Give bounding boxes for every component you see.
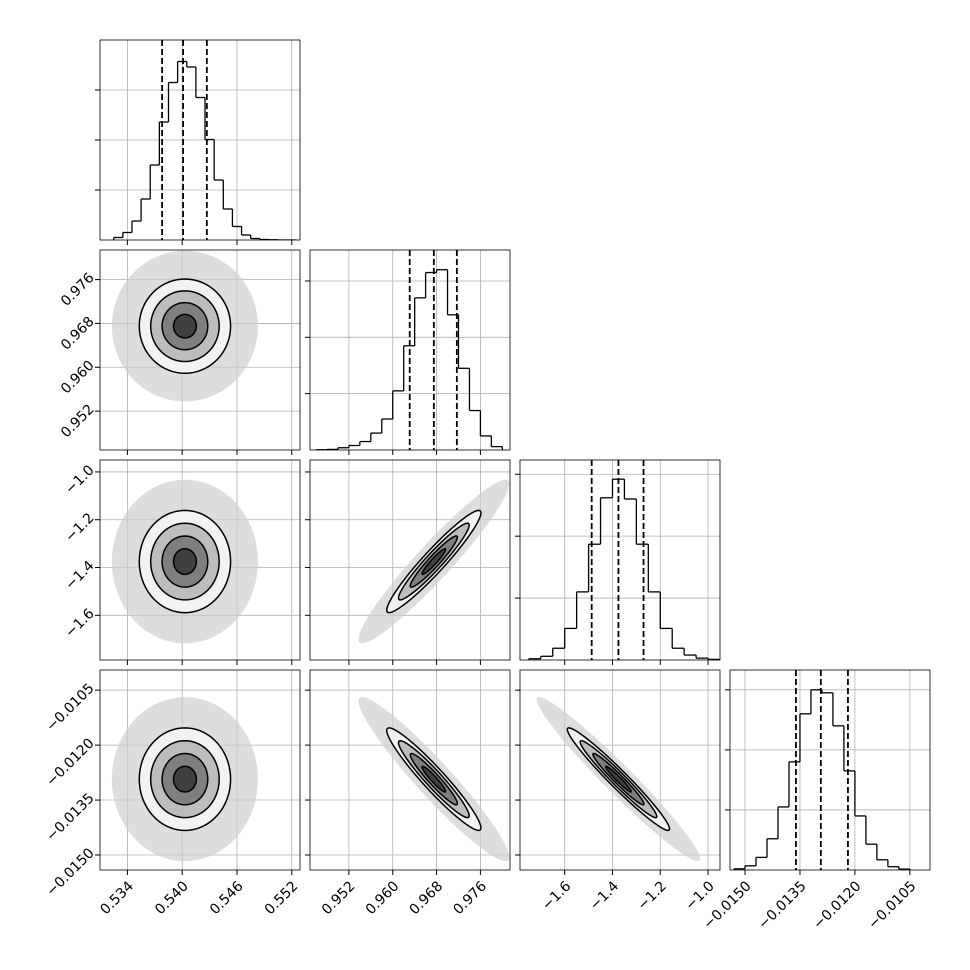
y-tick-label: −1.2 <box>62 510 97 545</box>
y-tick-label: −1.6 <box>62 606 97 641</box>
panel-frame <box>309 459 511 661</box>
panel <box>310 460 510 660</box>
panel-frame <box>99 39 301 241</box>
panel <box>100 670 300 870</box>
x-tick-label: −0.0105 <box>865 878 919 932</box>
contour <box>172 548 198 576</box>
y-tick-label: −0.0120 <box>43 735 97 789</box>
x-tick-label: −0.0135 <box>755 878 809 932</box>
y-tick-label: 0.960 <box>58 358 98 398</box>
panel <box>310 250 510 450</box>
panel-frame <box>99 459 301 661</box>
panel <box>100 250 300 450</box>
x-tick-label: 0.960 <box>363 878 403 918</box>
panel-frame <box>99 249 301 451</box>
x-tick-label: −1.2 <box>635 878 670 913</box>
x-tick-label: 0.968 <box>407 878 447 918</box>
panel-frame <box>519 459 721 661</box>
y-tick-label: −0.0150 <box>43 845 97 899</box>
x-tick-label: 0.552 <box>262 878 302 918</box>
x-tick-label: −1.6 <box>539 878 574 913</box>
contour <box>421 765 447 793</box>
panel <box>100 460 300 660</box>
y-tick-label: 0.952 <box>58 401 98 441</box>
x-tick-label: 0.546 <box>207 878 247 918</box>
contour <box>421 548 447 576</box>
y-tick-label: −0.0105 <box>43 680 97 734</box>
x-tick-label: 0.952 <box>319 878 359 918</box>
panel <box>730 670 930 870</box>
y-tick-label: 0.976 <box>58 270 98 310</box>
x-tick-label: −0.0120 <box>810 878 864 932</box>
y-tick-label: −0.0135 <box>43 790 97 844</box>
x-tick-label: 0.534 <box>97 878 137 918</box>
y-tick-label: −1.4 <box>62 558 97 593</box>
contour <box>604 765 632 793</box>
y-tick-label: −1.0 <box>62 462 97 497</box>
y-tick-label: 0.968 <box>58 314 98 354</box>
x-tick-label: 0.976 <box>450 878 490 918</box>
panel <box>100 40 300 240</box>
panel-frame <box>309 249 511 451</box>
panel <box>520 460 720 660</box>
panel-frame <box>519 669 721 871</box>
x-tick-label: −1.4 <box>587 878 622 913</box>
panel-frame <box>729 669 931 871</box>
contour <box>172 313 198 339</box>
x-tick-label: 0.540 <box>152 878 192 918</box>
panel <box>520 670 720 870</box>
panel-frame <box>309 669 511 871</box>
panel <box>310 670 510 870</box>
panel-frame <box>99 669 301 871</box>
contour <box>172 765 198 793</box>
